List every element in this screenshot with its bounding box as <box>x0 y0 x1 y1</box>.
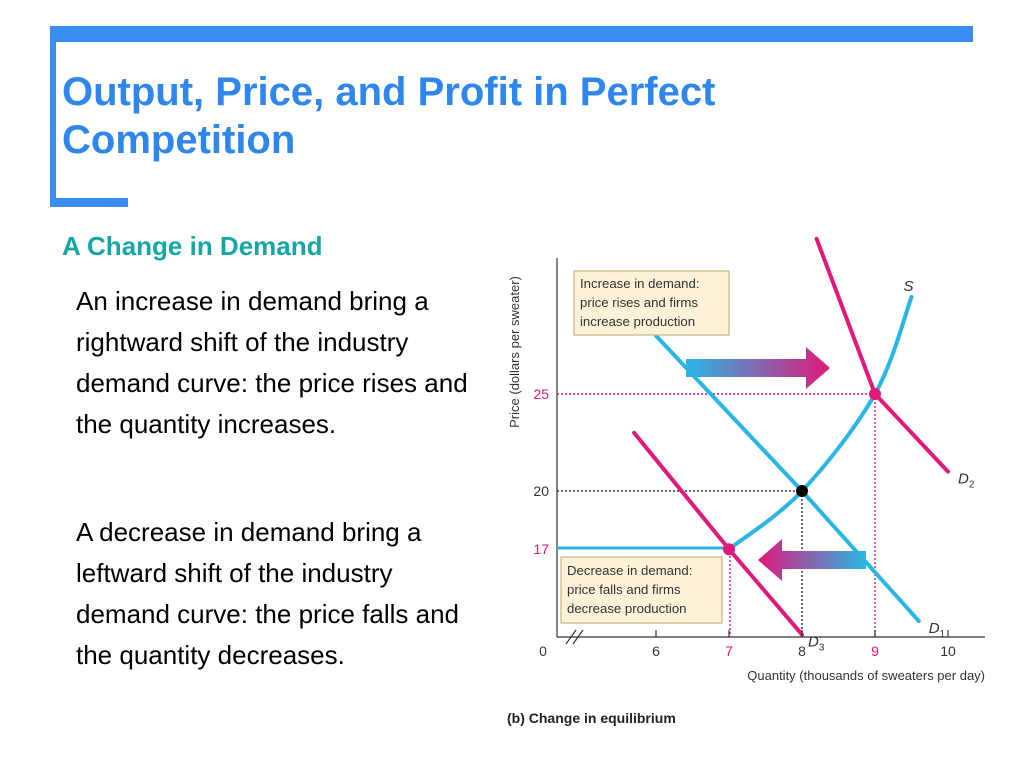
demand-curve-d2-label: D2 <box>958 471 975 491</box>
equilibrium-point-original <box>796 485 808 497</box>
y-tick-label-17: 17 <box>533 541 549 557</box>
x-tick-label-7: 7 <box>725 643 733 659</box>
slide-title: Output, Price, and Profit in Perfect Com… <box>62 70 716 162</box>
svg-text:Increase in demand: price: Increase in demand: price rises and firm… <box>580 276 703 329</box>
demand-curve-d2 <box>814 236 950 474</box>
left-accent-bar <box>50 26 56 204</box>
decrease-callout-line-1: Decrease in demand: <box>567 563 692 578</box>
leftward-shift-arrow <box>758 539 866 581</box>
origin-label: 0 <box>539 643 547 659</box>
top-accent-bar <box>50 26 973 42</box>
x-tick-label-6: 6 <box>652 643 660 659</box>
supply-curve <box>727 295 914 552</box>
supply-curve-label: S <box>904 278 914 295</box>
x-axis-title: Quantity (thousands of sweaters per day) <box>747 668 985 683</box>
x-tick-label-9: 9 <box>871 643 879 659</box>
x-tick-label-8: 8 <box>798 643 806 659</box>
increase-callout-line-2: price rises and firms <box>580 295 698 310</box>
y-axis-title: Price (dollars per sweater) <box>507 276 522 428</box>
increase-demand-callout <box>573 270 730 336</box>
title-underline-bar <box>50 198 128 207</box>
equilibrium-point-decrease <box>723 543 735 556</box>
decrease-callout-line-3: decrease production <box>567 601 687 616</box>
y-tick-label-25: 25 <box>533 386 549 402</box>
axis-break-icon <box>565 629 584 645</box>
y-tick-label-20: 20 <box>533 483 549 499</box>
demand-curve-d1-label: D1 <box>929 620 946 640</box>
x-tick-label-10: 10 <box>940 643 956 659</box>
increase-callout-line-1: Increase in demand: <box>580 276 700 291</box>
decrease-callout-line-2: price falls and firms <box>567 582 681 597</box>
decrease-demand-callout <box>560 556 723 624</box>
rightward-shift-arrow <box>686 347 830 389</box>
svg-text:Decrease in demand: price: Decrease in demand: price falls and firm… <box>567 563 696 616</box>
slide-subheading: A Change in Demand <box>62 231 323 261</box>
chart-caption: (b) Change in equilibrium <box>507 710 676 726</box>
equilibrium-point-increase <box>869 388 881 400</box>
paragraph-decrease-demand: A decrease in demand bring a leftward sh… <box>76 517 459 670</box>
increase-callout-line-3: increase production <box>580 314 695 329</box>
paragraph-increase-demand: An increase in demand bring a rightward … <box>76 286 468 439</box>
